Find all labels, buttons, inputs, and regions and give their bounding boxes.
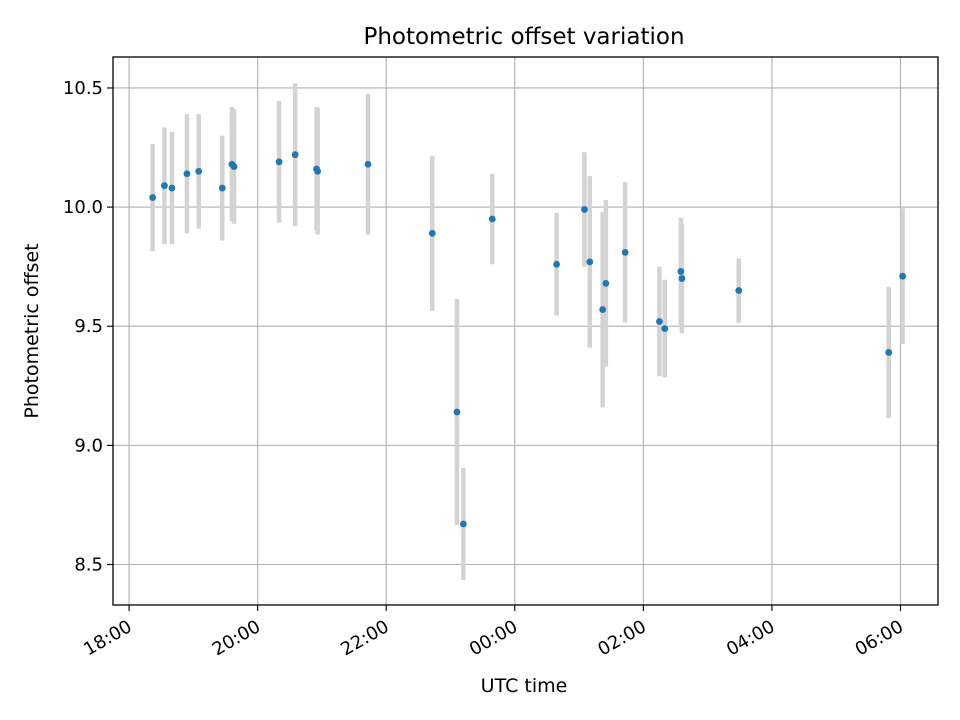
data-point <box>275 158 283 166</box>
data-point <box>168 184 176 192</box>
y-axis-label: Photometric offset <box>21 243 43 418</box>
grid-lines <box>113 57 938 605</box>
data-points <box>149 151 907 528</box>
data-point <box>161 182 168 190</box>
x-tick-label: 02:00 <box>594 616 649 660</box>
data-point <box>735 287 743 294</box>
data-point <box>661 325 669 333</box>
plot-area-frame <box>112 56 939 606</box>
data-point <box>599 306 607 313</box>
data-point <box>602 279 610 287</box>
data-point <box>488 215 496 223</box>
data-point <box>678 275 686 282</box>
data-point <box>218 184 226 192</box>
error-bars <box>150 83 905 580</box>
data-point <box>899 272 907 280</box>
data-point <box>553 260 560 268</box>
data-point <box>149 194 157 201</box>
x-tick-label: 22:00 <box>337 616 392 660</box>
data-point <box>656 318 663 325</box>
data-point <box>195 167 203 175</box>
data-point <box>314 167 322 175</box>
data-point <box>291 151 299 159</box>
x-tick-label: 20:00 <box>209 616 264 660</box>
data-point <box>621 248 629 256</box>
y-tick-label: 10.5 <box>63 78 103 99</box>
data-point <box>677 268 685 275</box>
data-point <box>230 163 238 171</box>
x-axis-label: UTC time <box>481 675 568 697</box>
data-point <box>183 170 191 178</box>
y-tick-label: 10.0 <box>63 197 103 218</box>
x-tick-label: 18:00 <box>80 616 135 660</box>
x-tick-label: 06:00 <box>852 616 907 660</box>
x-tick-label: 04:00 <box>723 616 778 660</box>
data-point <box>453 408 461 416</box>
data-point <box>428 229 436 237</box>
y-tick-label: 9.5 <box>74 316 103 337</box>
y-tick-label: 8.5 <box>74 554 103 575</box>
axes: 18:00 20:00 22:00 00:00 02:00 04:00 06:00 8.5 9.… <box>63 78 907 660</box>
data-point <box>586 258 594 266</box>
y-tick-label: 9.0 <box>74 435 103 456</box>
chart-title: Photometric offset variation <box>363 24 684 50</box>
x-tick-label: 00:00 <box>466 616 521 660</box>
data-point <box>581 206 588 213</box>
data-point <box>459 520 467 528</box>
data-point <box>364 160 372 168</box>
data-point <box>885 349 893 356</box>
